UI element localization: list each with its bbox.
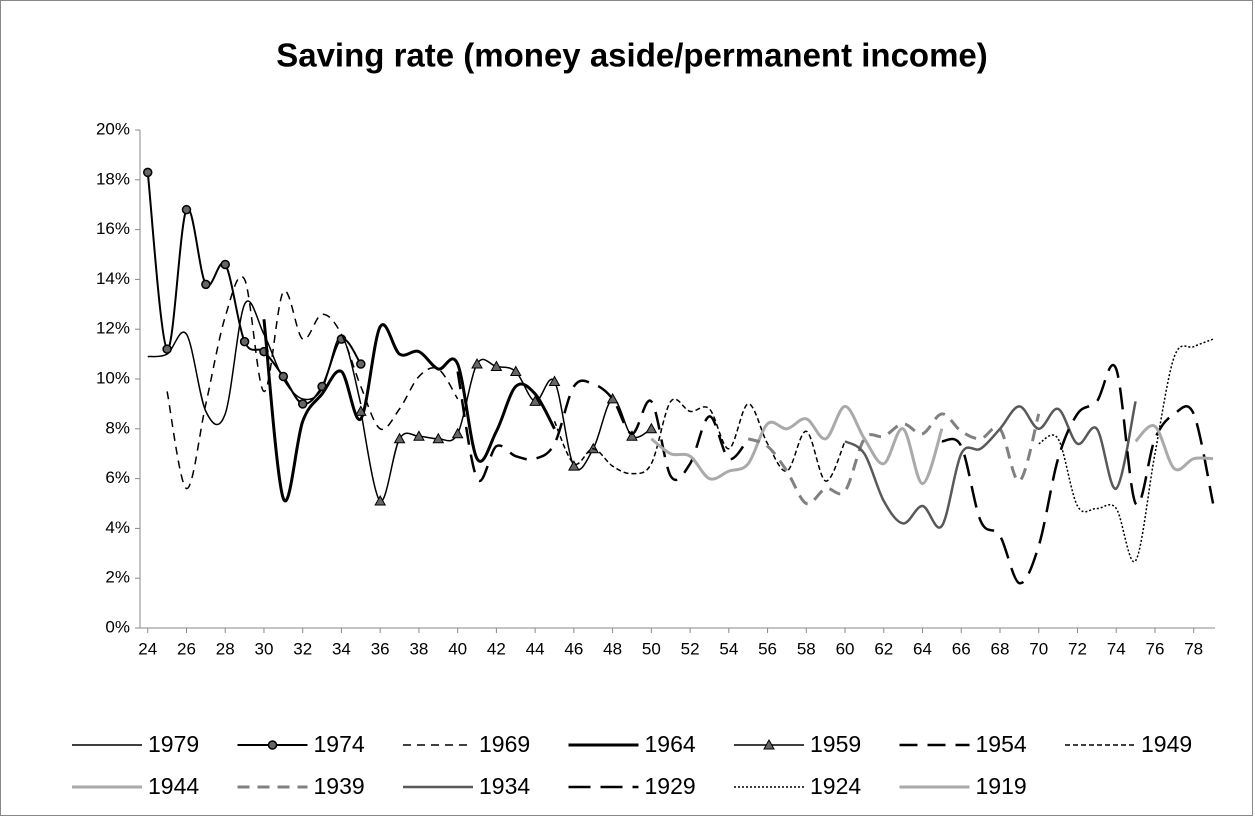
- x-tick-label: 56: [758, 639, 777, 658]
- series-line: [747, 412, 1041, 506]
- x-tick-label: 24: [138, 639, 157, 658]
- series-line: [262, 319, 556, 503]
- data-point: [529, 395, 541, 406]
- data-point: [181, 204, 192, 215]
- legend-label: 1954: [976, 731, 1027, 757]
- chart-title: Saving rate (money aside/permanent incom…: [276, 37, 988, 74]
- legend-label: 1939: [314, 773, 365, 799]
- legend-label: 1964: [645, 731, 696, 757]
- series-line: [941, 364, 1215, 585]
- legend-label: 1929: [645, 773, 696, 799]
- x-tick-label: 44: [526, 639, 545, 658]
- data-point: [201, 279, 211, 290]
- x-tick-label: 66: [952, 639, 971, 658]
- legend-marker: [763, 738, 775, 750]
- x-tick-label: 50: [642, 639, 661, 658]
- x-tick-label: 78: [1184, 639, 1203, 658]
- x-tick-label: 62: [874, 639, 893, 658]
- x-tick-label: 38: [409, 639, 428, 658]
- data-point: [471, 358, 483, 369]
- data-point: [374, 494, 387, 506]
- series-line: [650, 404, 944, 486]
- x-tick-label: 26: [177, 639, 196, 658]
- legend-label: 1979: [148, 731, 199, 757]
- data-point: [239, 336, 250, 347]
- data-point: [413, 430, 425, 441]
- data-point: [490, 360, 503, 372]
- legend-label: 1959: [810, 731, 861, 757]
- series-line: [1038, 338, 1214, 563]
- x-tick-label: 54: [719, 639, 738, 658]
- series-line: [166, 275, 459, 490]
- y-tick-label: 8%: [105, 418, 130, 437]
- x-tick-label: 36: [371, 639, 390, 658]
- legend-label: 1924: [810, 773, 861, 799]
- data-point: [626, 430, 638, 441]
- data-point: [509, 365, 522, 377]
- legend-label: 1949: [1141, 731, 1192, 757]
- series-line: [553, 398, 846, 482]
- y-tick-label: 14%: [96, 269, 130, 288]
- series-line: [844, 401, 1137, 529]
- data-point: [354, 405, 367, 416]
- x-tick-label: 46: [564, 639, 583, 658]
- data-point: [645, 422, 658, 434]
- data-point: [356, 359, 366, 369]
- data-point: [606, 392, 619, 404]
- x-tick-label: 74: [1107, 639, 1126, 658]
- data-point: [278, 371, 289, 382]
- data-point: [162, 344, 172, 354]
- x-tick-label: 48: [603, 639, 622, 658]
- x-tick-label: 72: [1068, 639, 1087, 658]
- data-point: [568, 460, 580, 471]
- x-tick-label: 34: [332, 639, 351, 658]
- data-point: [142, 167, 153, 178]
- data-point: [297, 399, 308, 409]
- x-tick-label: 76: [1145, 639, 1164, 658]
- y-tick-label: 12%: [96, 319, 130, 338]
- data-point: [220, 259, 230, 270]
- x-tick-label: 52: [681, 639, 700, 658]
- legend-marker: [267, 740, 278, 750]
- data-point: [432, 432, 445, 444]
- x-tick-label: 40: [448, 639, 467, 658]
- x-tick-label: 70: [1029, 639, 1048, 658]
- data-point: [393, 432, 406, 444]
- x-tick-label: 58: [797, 639, 816, 658]
- x-tick-label: 28: [216, 639, 235, 658]
- series-line: [456, 371, 750, 483]
- data-point: [451, 427, 464, 439]
- x-tick-label: 42: [487, 639, 506, 658]
- legend-label: 1919: [976, 773, 1027, 799]
- data-point: [548, 375, 561, 386]
- legend-label: 1934: [479, 773, 530, 799]
- x-tick-label: 30: [255, 639, 274, 658]
- legend-label: 1944: [148, 773, 199, 799]
- series-line: [1134, 424, 1214, 472]
- y-tick-label: 16%: [96, 219, 130, 238]
- legend-label: 1974: [314, 731, 365, 757]
- x-tick-label: 32: [293, 639, 312, 658]
- y-tick-label: 6%: [105, 468, 130, 487]
- x-tick-label: 64: [913, 639, 932, 658]
- legend-label: 1969: [479, 731, 530, 757]
- x-tick-label: 68: [991, 639, 1010, 658]
- y-tick-label: 18%: [96, 169, 130, 188]
- y-tick-label: 4%: [105, 518, 130, 537]
- y-tick-label: 2%: [105, 568, 130, 587]
- y-tick-label: 0%: [105, 617, 130, 636]
- x-tick-label: 60: [836, 639, 855, 658]
- y-tick-label: 20%: [96, 119, 130, 138]
- series-line: [360, 358, 652, 502]
- y-tick-label: 10%: [96, 368, 130, 387]
